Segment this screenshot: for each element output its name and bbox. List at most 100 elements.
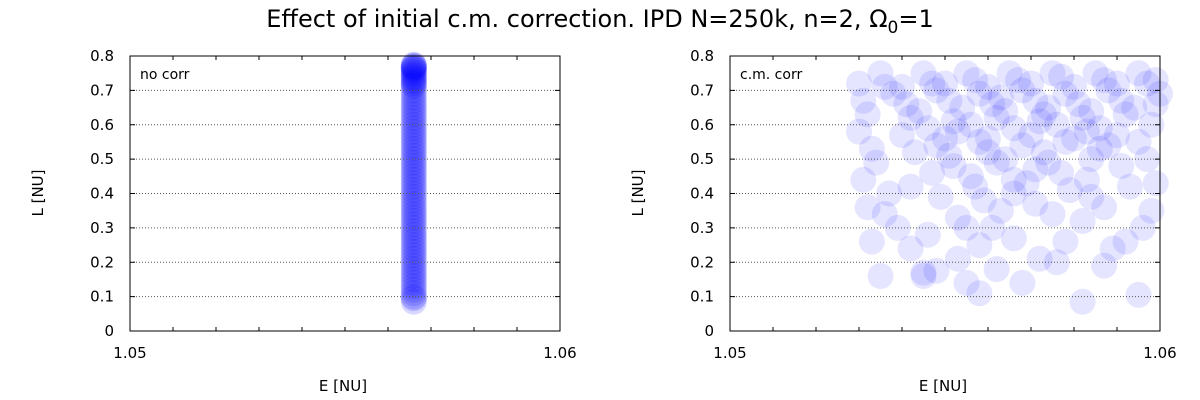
left-point-76 [400,266,427,293]
right-y-tick-label-3: 0.3 [690,219,714,237]
left-y-tick-label-4: 0.4 [90,185,114,203]
right-point-132 [987,84,1014,111]
right-point-24 [944,204,971,231]
left-point-66 [400,56,427,83]
right-y-tick-label-4: 0.4 [690,185,714,203]
right-point-15 [1043,249,1070,276]
left-point-61 [400,72,427,99]
right-point-121 [858,228,885,255]
right-point-138 [1000,180,1027,207]
right-x-axis-label: E [NU] [919,377,967,395]
left-panel: 0 0.1 0.2 0.3 0.4 0.5 0.6 0.7 0.8 1.05 1.06 no co… [29,47,577,395]
left-point-32 [400,73,427,100]
left-x-tick-label-1: 1.06 [543,344,576,362]
right-point-45 [1030,139,1057,166]
right-point-11 [944,245,971,272]
left-point-56 [400,104,427,131]
left-point-27 [400,108,427,135]
right-point-112 [1078,146,1105,173]
figure-title-tail: =1 [898,5,933,33]
right-point-3 [910,263,937,289]
right-y-tick-label-8: 0.8 [690,47,714,65]
left-point-9 [400,228,427,255]
right-y-tick-label-2: 0.2 [690,253,714,271]
left-point-4 [400,263,427,289]
left-y-tick-label-7: 0.7 [90,81,114,99]
left-point-69 [400,51,427,78]
left-x-tick-label-0: 1.05 [113,344,146,362]
left-y-tick-label-0: 0 [104,322,114,340]
left-point-7 [400,242,427,269]
right-panel: 0 0.1 0.2 0.3 0.4 0.5 0.6 0.7 0.8 1.05 1.06 c.m. … [629,47,1177,395]
left-point-51 [400,139,427,166]
right-point-54 [1104,122,1130,149]
left-point-73 [400,245,427,272]
left-point-35 [400,63,427,90]
right-point-58 [940,108,967,135]
left-point-43 [400,194,427,221]
right-point-104 [923,132,950,159]
right-point-19 [1052,228,1079,255]
left-point-62 [400,68,427,95]
left-plot-frame [129,55,561,332]
right-point-12 [897,235,924,262]
left-point-40 [400,214,427,241]
right-point-17 [914,221,941,248]
right-point-27 [1138,197,1165,224]
right-x-ticks: 1.05 1.06 [713,56,1177,362]
right-point-79 [1142,67,1169,94]
right-point-34 [863,149,890,176]
left-point-64 [400,61,427,88]
left-point-65 [400,58,427,85]
right-point-51 [975,125,1001,152]
right-point-106 [1009,132,1036,159]
left-point-11 [400,218,427,245]
left-point-5 [400,256,427,283]
left-point-19 [400,163,427,190]
right-point-116 [987,197,1014,224]
left-point-8 [400,235,427,262]
left-point-20 [400,156,427,183]
right-point-131 [871,73,898,100]
left-y-tick-label-1: 0.1 [90,288,114,306]
left-point-63 [400,65,427,92]
left-point-38 [400,55,427,81]
right-point-30 [970,187,997,214]
left-point-77 [400,273,427,300]
right-point-85 [1082,60,1109,87]
left-point-46 [400,173,427,200]
right-point-62 [1112,101,1139,128]
right-point-122 [1142,170,1169,197]
right-point-64 [850,87,877,114]
left-point-26 [400,115,427,142]
right-point-37 [1000,166,1027,193]
right-y-tick-label-0: 0 [704,322,714,340]
left-point-22 [400,142,427,169]
right-point-68 [1022,87,1049,114]
left-point-49 [400,153,427,179]
right-point-105 [966,128,993,155]
right-point-128 [1048,63,1075,90]
left-point-17 [400,177,427,204]
right-data-points [846,60,1173,315]
left-point-10 [400,225,427,252]
left-point-24 [400,128,427,155]
figure-title-main: Effect of initial c.m. correction. IPD N… [266,5,887,33]
right-point-67 [979,91,1006,118]
left-point-52 [400,132,427,159]
left-point-0 [400,288,427,315]
right-point-97 [1078,98,1105,124]
left-point-1 [400,283,427,310]
left-point-15 [400,190,427,217]
left-point-44 [400,187,427,214]
right-point-73 [889,73,915,100]
left-point-57 [400,98,427,124]
right-point-93 [906,98,933,124]
left-point-41 [400,208,427,234]
right-y-tick-label-1: 0.1 [690,288,714,306]
left-x-ticks: 1.05 1.06 [113,56,577,362]
right-point-28 [850,166,877,193]
left-point-25 [400,122,427,149]
right-point-31 [1022,190,1049,217]
right-point-20 [1099,235,1126,262]
